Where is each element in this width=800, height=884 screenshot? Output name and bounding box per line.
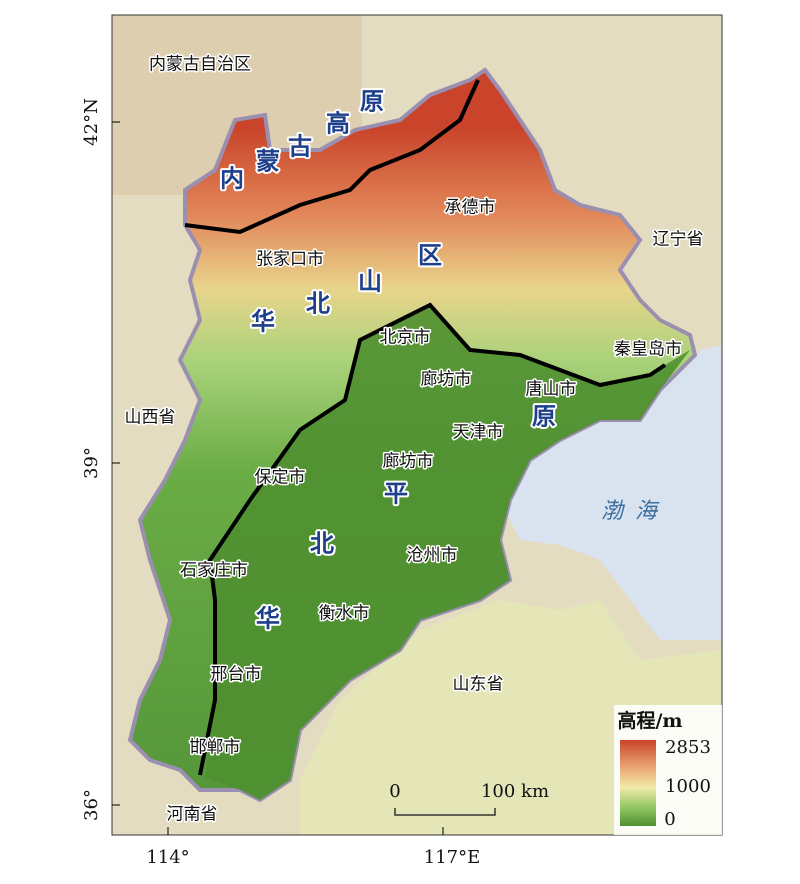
province-label: 山东省 — [453, 675, 504, 695]
axes: 42°N 39° 36° 114° 117°E — [81, 98, 480, 868]
plateau-char: 原 — [360, 87, 384, 116]
city-label: 承德市 — [445, 198, 496, 218]
plain-char: 原 — [532, 402, 556, 431]
plain-char: 北 — [310, 529, 334, 558]
plateau-boundary — [184, 79, 480, 235]
legend-tick: 1000 — [665, 776, 711, 797]
city-labels: 承德市 张家口市 北京市 秦皇岛市 廊坊市 唐山市 天津市 廊坊市 保定市 沧州… — [179, 196, 684, 759]
city-label: 廊坊市 — [383, 452, 434, 472]
lon-label: 117°E — [424, 847, 481, 868]
legend-title: 高程/m — [617, 709, 682, 732]
sea-label: 渤海 — [601, 499, 669, 524]
plain-char: 平 — [384, 479, 408, 508]
plain-area — [205, 305, 690, 800]
lon-label: 114° — [146, 847, 189, 868]
city-label: 保定市 — [255, 468, 306, 488]
mountain-char: 山 — [358, 267, 382, 296]
city-label: 张家口市 — [256, 250, 324, 270]
legend-tick: 2853 — [665, 737, 711, 758]
city-label: 天津市 — [453, 423, 504, 443]
city-label: 石家庄市 — [180, 561, 248, 581]
city-label: 邢台市 — [211, 665, 262, 685]
province-label: 河南省 — [167, 805, 218, 825]
plain-boundary — [198, 302, 667, 776]
city-label: 秦皇岛市 — [614, 340, 682, 360]
province-label: 山西省 — [125, 408, 176, 428]
province-label: 辽宁省 — [653, 230, 704, 250]
plateau-char: 古 — [288, 132, 312, 161]
mountain-char: 区 — [418, 241, 442, 270]
city-label: 沧州市 — [407, 546, 458, 566]
plateau-char: 内 — [220, 164, 244, 193]
mountain-char: 北 — [306, 289, 330, 318]
plain-char: 华 — [256, 604, 280, 633]
scale-label: 0 — [389, 781, 400, 802]
lat-label: 36° — [81, 789, 102, 821]
plateau-char: 蒙 — [256, 147, 280, 176]
scale-label: 100 km — [481, 781, 549, 802]
legend: 高程/m 2853 1000 0 — [614, 705, 722, 835]
legend-tick: 0 — [664, 809, 675, 830]
scale-line — [394, 808, 496, 816]
lat-label: 42°N — [81, 98, 102, 146]
map-frame — [111, 14, 723, 836]
scale-bar: 0 100 km — [389, 781, 549, 816]
city-label: 衡水市 — [319, 604, 370, 624]
city-label: 北京市 — [380, 328, 431, 348]
bohai-sea — [505, 345, 722, 640]
lat-label: 39° — [81, 447, 102, 479]
mountain-char: 华 — [251, 307, 275, 336]
city-label: 唐山市 — [526, 379, 577, 400]
city-label: 邯郸市 — [190, 738, 241, 758]
city-label: 廊坊市 — [421, 370, 472, 390]
frame-border — [111, 14, 723, 836]
province-label: 内蒙古自治区 — [149, 55, 251, 75]
plateau-char: 高 — [326, 109, 350, 138]
legend-colorbar — [620, 740, 656, 826]
